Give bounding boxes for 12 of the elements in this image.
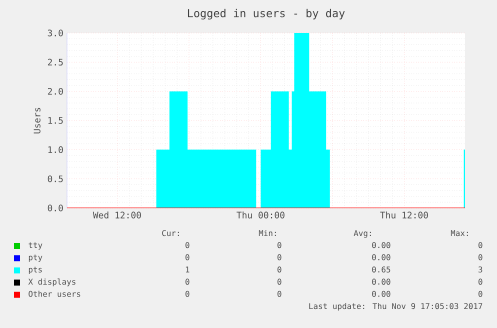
x-tick-label: Thu 12:00	[380, 212, 428, 218]
x-tick-label: Wed 12:00	[92, 212, 141, 218]
y-tick-label: 1.0	[48, 146, 63, 154]
chart-title: Logged in users - by day	[188, 8, 345, 20]
y-tick-label: 3.0	[48, 30, 63, 36]
y-tick-label: 2.0	[48, 88, 63, 95]
y-axis-title: Users	[34, 108, 40, 134]
y-tick-label: 0.0	[48, 204, 63, 212]
x-tick-label: Thu 00:00	[236, 212, 284, 218]
y-tick-label: 2.5	[48, 58, 63, 66]
y-tick-label: 0.5	[48, 175, 63, 182]
y-tick-label: 1.5	[48, 117, 63, 124]
